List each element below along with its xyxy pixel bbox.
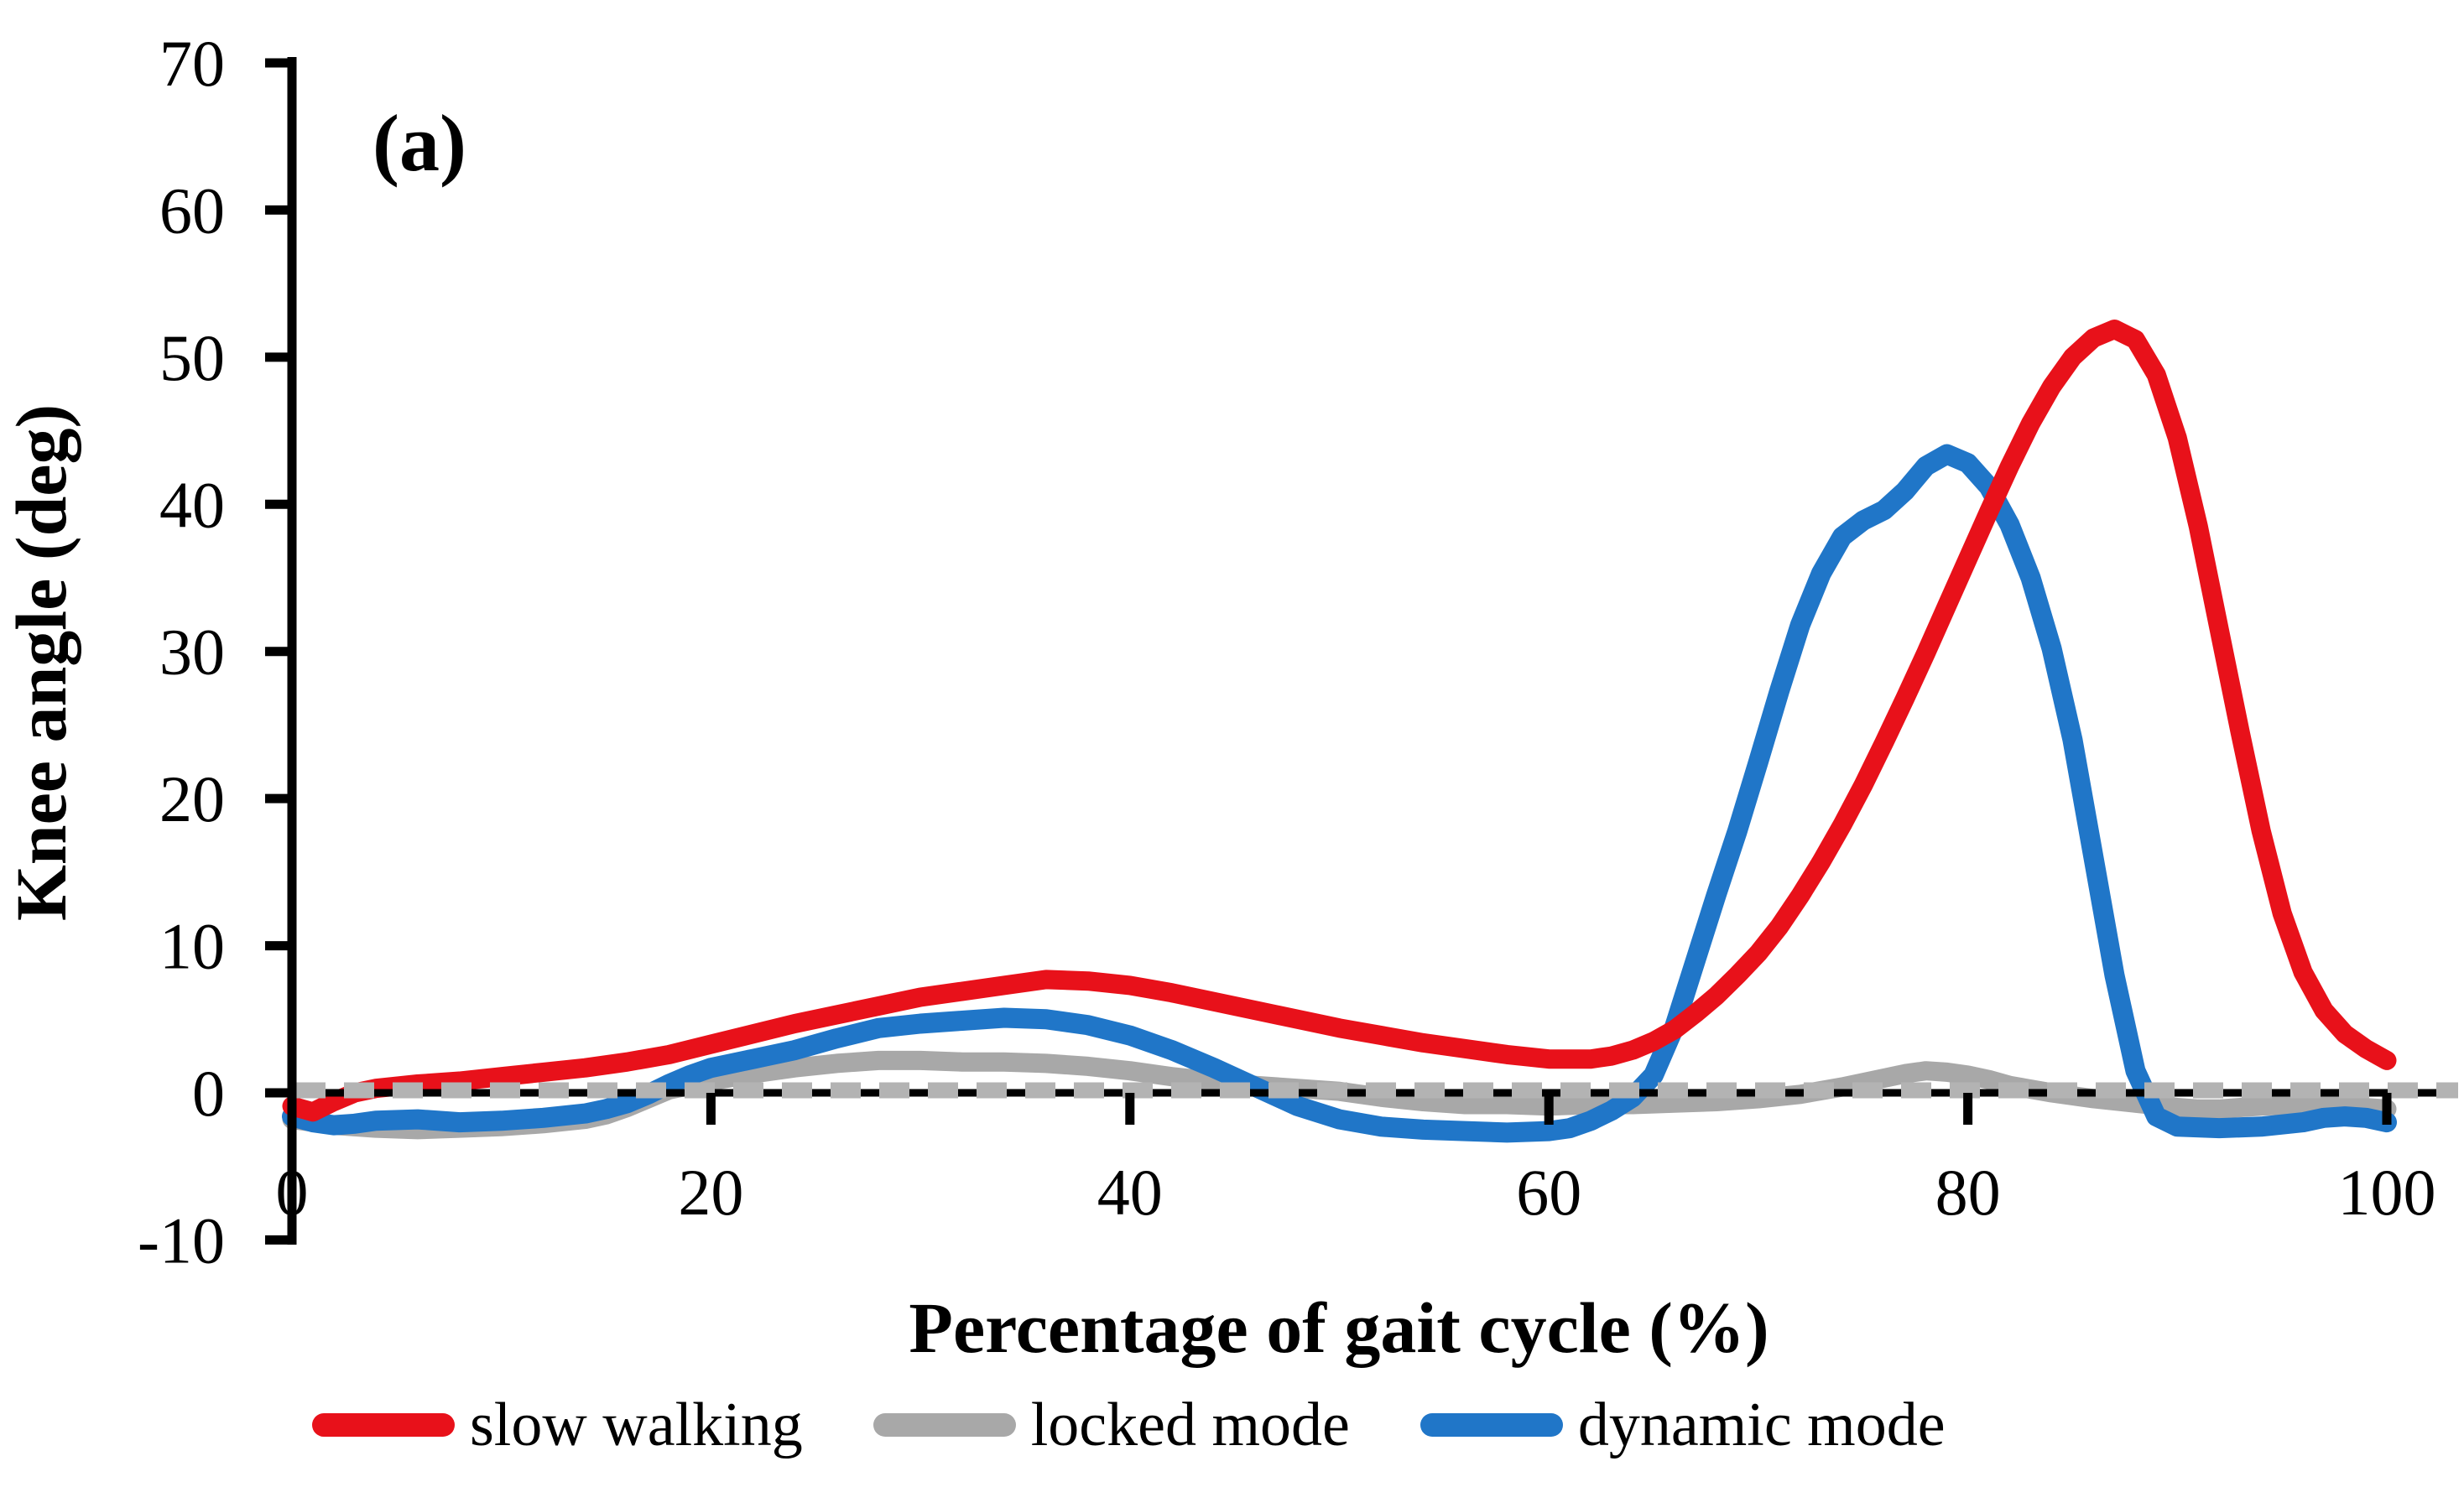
x-tick-label: 0 bbox=[276, 1156, 309, 1229]
y-tick-label: 0 bbox=[192, 1057, 225, 1130]
zero-reference-line bbox=[287, 1082, 2458, 1099]
legend-swatch-icon bbox=[312, 1413, 455, 1437]
chart-axes bbox=[265, 57, 2392, 1245]
legend-swatch-icon bbox=[1420, 1413, 1563, 1437]
y-tick-label: 10 bbox=[159, 910, 225, 983]
y-tick-label: 50 bbox=[159, 321, 225, 394]
legend-item-slow-walking: slow walking bbox=[312, 1394, 803, 1456]
series-line-slow-walking bbox=[282, 320, 2397, 1122]
y-axis-title: Knee angle (deg) bbox=[1, 404, 81, 921]
x-tick-label: 60 bbox=[1516, 1156, 1581, 1229]
legend-label: locked mode bbox=[1030, 1391, 1350, 1459]
x-tick-label: 20 bbox=[678, 1156, 743, 1229]
y-tick-label: 30 bbox=[159, 616, 225, 689]
legend-item-dynamic-mode: dynamic mode bbox=[1420, 1394, 1946, 1456]
panel-label: (a) bbox=[372, 98, 466, 188]
x-axis-title: Percentage of gait cycle (%) bbox=[909, 1287, 1769, 1368]
y-tick-label: 70 bbox=[159, 27, 225, 100]
y-tick-label: 20 bbox=[159, 762, 225, 835]
chart-curves bbox=[282, 320, 2397, 1143]
chart-legend: slow walking locked mode dynamic mode bbox=[312, 1394, 1946, 1456]
x-tick-label: 40 bbox=[1097, 1156, 1163, 1229]
legend-swatch-icon bbox=[873, 1413, 1016, 1437]
x-tick-label: 100 bbox=[2338, 1156, 2436, 1229]
legend-label: dynamic mode bbox=[1577, 1391, 1946, 1459]
y-tick-label: 60 bbox=[159, 174, 225, 247]
x-tick-label: 80 bbox=[1935, 1156, 2001, 1229]
legend-item-locked-mode: locked mode bbox=[873, 1394, 1350, 1456]
legend-label: slow walking bbox=[470, 1391, 803, 1459]
y-tick-label: 40 bbox=[159, 468, 225, 541]
y-tick-label: -10 bbox=[138, 1204, 225, 1277]
